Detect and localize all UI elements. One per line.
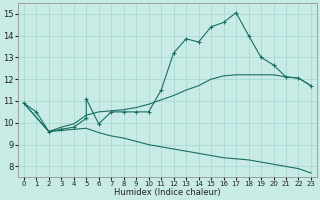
X-axis label: Humidex (Indice chaleur): Humidex (Indice chaleur) — [114, 188, 221, 197]
